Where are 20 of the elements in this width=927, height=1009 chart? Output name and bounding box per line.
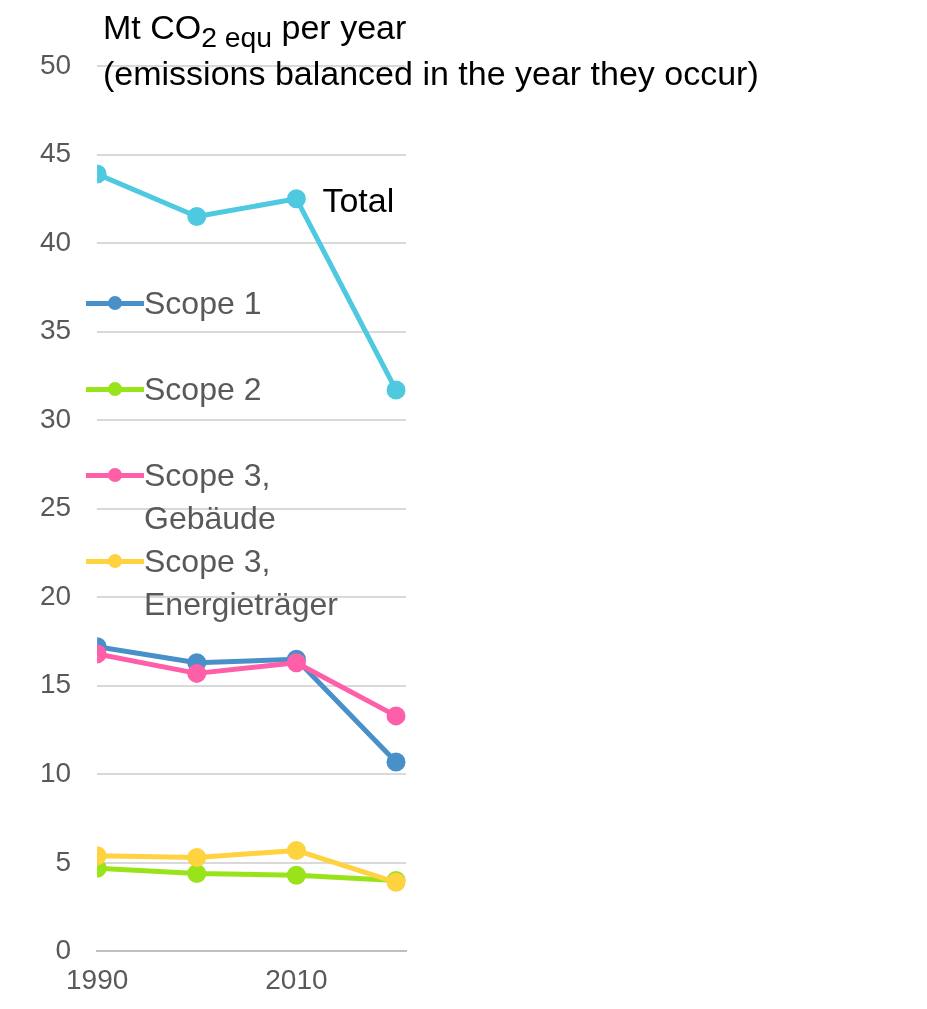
x-tick-label: 1990 [66, 963, 129, 995]
y-tick-label: 5 [55, 845, 72, 877]
annotation: Total [322, 181, 395, 220]
legend-label: Scope 3, Energieträger [144, 542, 339, 624]
y-tick-label: 45 [39, 137, 72, 169]
y-tick-label: 50 [39, 48, 72, 80]
x-tick-label: 2010 [265, 963, 328, 995]
y-tick-label: 40 [39, 225, 72, 257]
y-tick-label: 0 [55, 934, 72, 966]
y-tick-label: 10 [39, 757, 72, 789]
y-axis-title: Mt CO$_{2 equ}$ per year [103, 8, 407, 54]
y-tick-label: 20 [39, 579, 72, 611]
y-tick-label: 30 [39, 402, 72, 434]
y-tick-label: 35 [39, 314, 72, 346]
legend-label: Scope 1 [144, 284, 263, 323]
legend-label: Scope 3, Gebäude [144, 456, 277, 538]
chart-subtitle: (emissions balanced in the year they occur) [103, 54, 759, 93]
y-tick-label: 15 [39, 668, 72, 700]
legend-label: Scope 2 [144, 370, 263, 409]
y-tick-label: 25 [39, 491, 72, 523]
